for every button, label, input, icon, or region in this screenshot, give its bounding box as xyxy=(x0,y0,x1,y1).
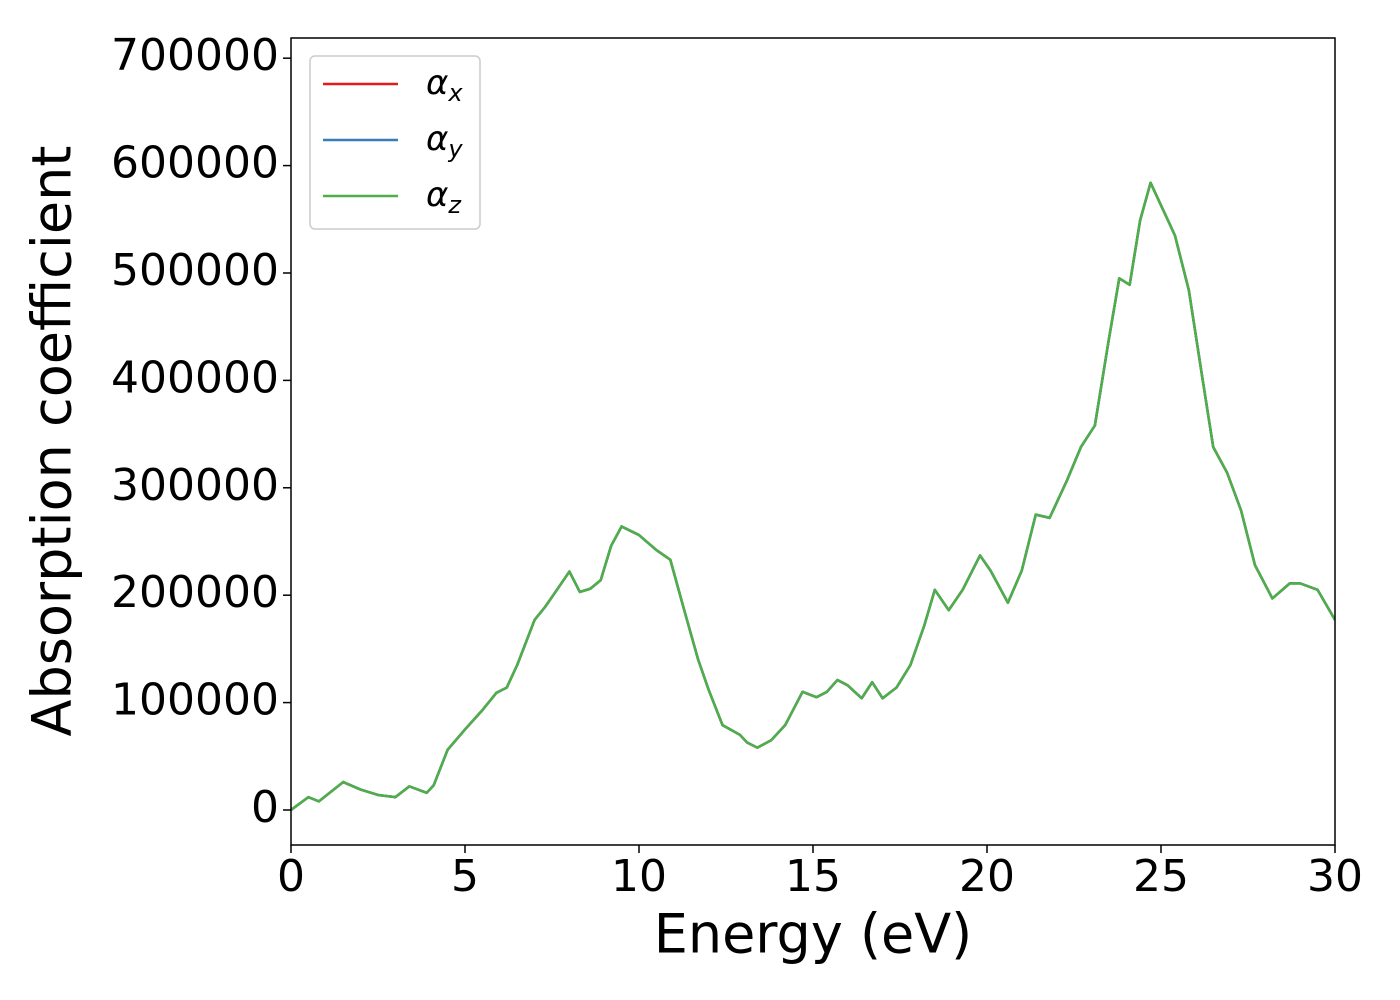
y-axis-label: Absorption coefficient xyxy=(21,146,84,737)
y-tick-label: 400000 xyxy=(111,352,279,403)
plot-frame xyxy=(290,37,1336,846)
legend-box xyxy=(309,55,481,230)
y-tick-label: 300000 xyxy=(111,460,279,511)
x-tick-label: 5 xyxy=(451,851,479,902)
legend-label: αz xyxy=(426,175,462,220)
x-tick-label: 25 xyxy=(1133,851,1189,902)
legend-label: αx xyxy=(426,63,463,108)
series-line xyxy=(291,181,1335,811)
y-tick-label: 600000 xyxy=(111,138,279,189)
x-tick-label: 20 xyxy=(959,851,1015,902)
x-tick-label: 10 xyxy=(611,851,667,902)
x-tick-label: 30 xyxy=(1307,851,1363,902)
y-tick-label: 500000 xyxy=(111,245,279,296)
y-tick-label: 100000 xyxy=(111,675,279,726)
legend-label: αy xyxy=(426,119,463,164)
y-tick-label: 0 xyxy=(251,782,279,833)
x-tick-label: 15 xyxy=(785,851,841,902)
y-tick-label: 700000 xyxy=(111,30,279,81)
y-tick-label: 200000 xyxy=(111,567,279,618)
x-tick-label: 0 xyxy=(277,851,305,902)
x-axis-label: Energy (eV) xyxy=(654,903,973,966)
